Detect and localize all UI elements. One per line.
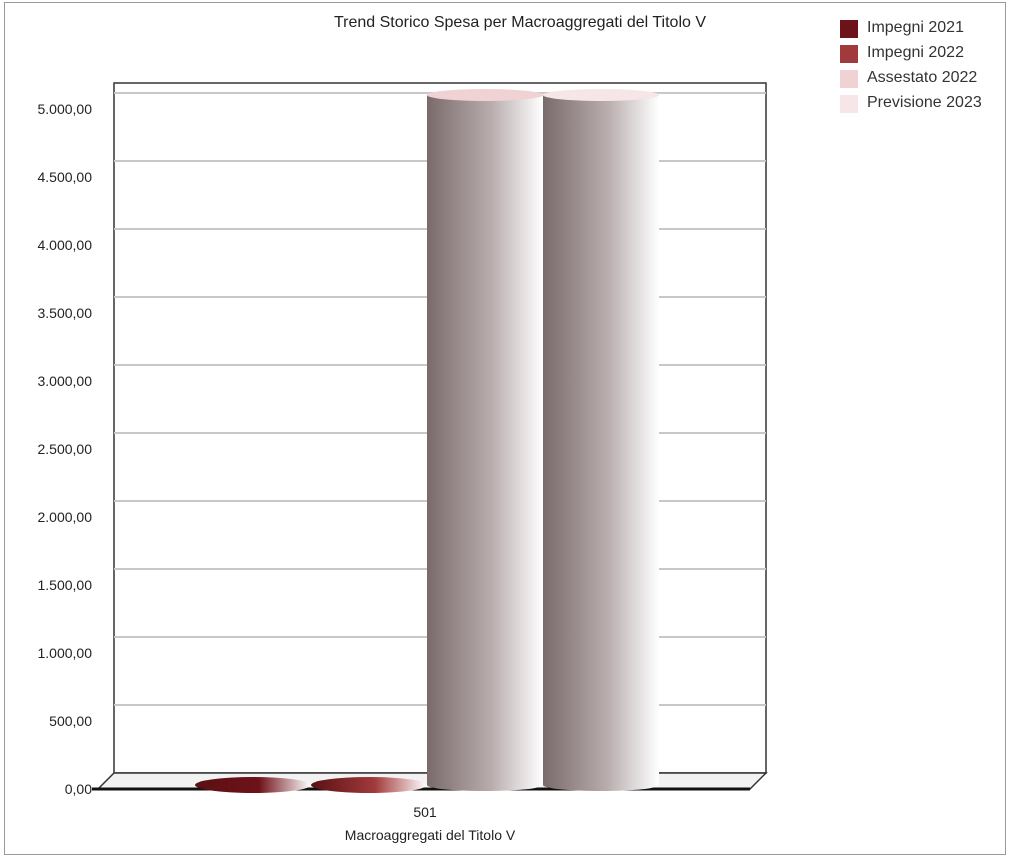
bar-group [195, 89, 659, 793]
y-tick-label: 3.000,00 [38, 373, 93, 389]
x-axis-label: Macroaggregati del Titolo V [345, 827, 516, 843]
bar-previsione-2023 [543, 95, 659, 785]
x-tick-label: 501 [413, 804, 437, 820]
legend-swatch [840, 70, 858, 88]
y-tick-label: 4.000,00 [38, 237, 93, 253]
legend-label: Previsione 2023 [867, 94, 982, 111]
y-axis: 0,00 500,00 1.000,00 1.500,00 2.000,00 2.500,… [38, 101, 93, 797]
bar-assestato-2022 [427, 95, 543, 785]
bar-top [543, 89, 659, 101]
bar-base [543, 779, 659, 791]
chart-title: Trend Storico Spesa per Macroaggregati d… [333, 14, 707, 31]
x-axis: 501 Macroaggregati del Titolo V [345, 804, 516, 843]
y-tick-label: 0,00 [65, 781, 92, 797]
bar-impegni-2022 [311, 777, 427, 793]
y-tick-label: 5.000,00 [38, 101, 93, 117]
legend-label: Assestato 2022 [867, 69, 978, 86]
legend-swatch [840, 45, 858, 63]
legend-swatch [840, 95, 858, 113]
y-tick-label: 3.500,00 [38, 305, 93, 321]
y-tick-label: 2.000,00 [38, 509, 93, 525]
y-tick-label: 500,00 [49, 713, 92, 729]
bar-impegni-2021 [195, 777, 311, 793]
y-tick-label: 2.500,00 [38, 441, 93, 457]
y-tick-label: 1.500,00 [38, 577, 93, 593]
legend-label: Impegni 2021 [867, 19, 964, 36]
bar-base [427, 779, 543, 791]
legend-label: Impegni 2022 [867, 44, 964, 61]
legend-swatch [840, 20, 858, 38]
y-tick-label: 4.500,00 [38, 169, 93, 185]
bar-top [427, 89, 543, 101]
y-tick-label: 1.000,00 [38, 645, 93, 661]
